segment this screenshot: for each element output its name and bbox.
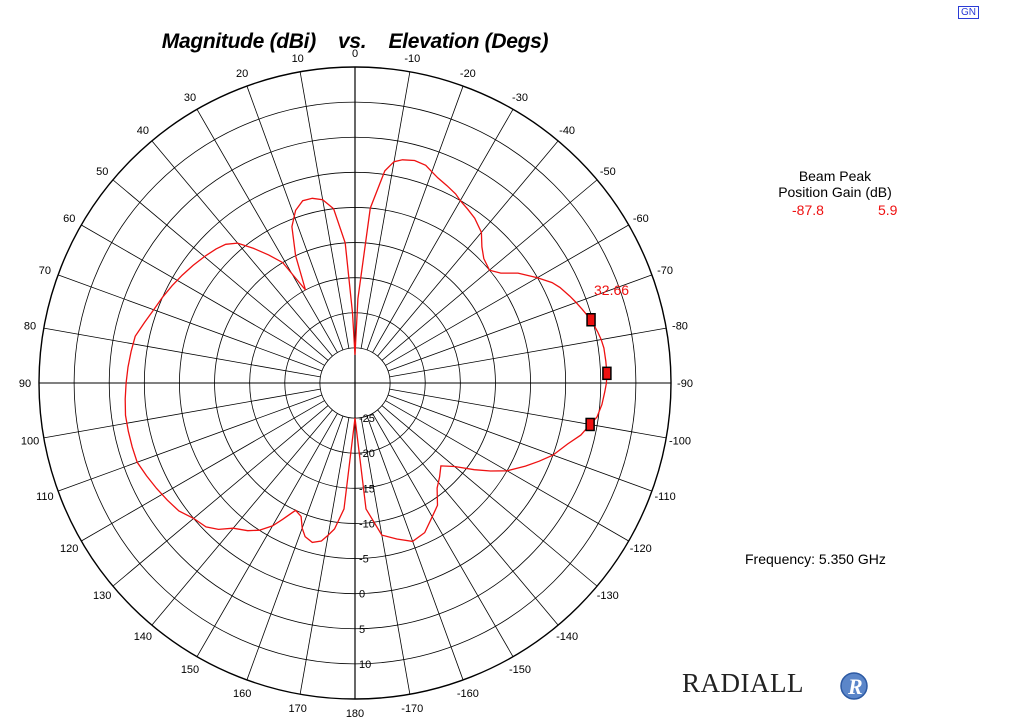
pattern-trace <box>124 159 608 544</box>
angle-tick-label: -30 <box>512 92 528 104</box>
angle-tick-label: -130 <box>597 590 619 602</box>
beam-peak-position: -87.8 <box>792 202 824 218</box>
grid-spoke <box>151 409 333 626</box>
angle-tick-label: -140 <box>556 631 578 643</box>
grid-spoke <box>366 85 464 351</box>
radial-tick-label: -5 <box>359 554 369 566</box>
chart-title: Magnitude (dBi) vs. Elevation (Degs) <box>161 30 549 53</box>
angle-tick-label: 20 <box>236 68 248 80</box>
grid-spoke <box>377 140 559 357</box>
angle-tick-label: 60 <box>63 213 75 225</box>
peak-annotation: 32.66 <box>594 282 629 298</box>
grid-spoke <box>57 274 323 372</box>
angle-labels: 0 -10-20-30-40-50-60-70-80-90-100-110-120… <box>19 48 693 719</box>
angle-tick-label: -40 <box>559 125 575 137</box>
grid-spoke <box>299 417 350 695</box>
beam-peak-heading: Beam Peak Position Gain (dB) <box>760 168 910 200</box>
angle-tick-label: 170 <box>289 703 307 715</box>
polar-chart: 0 -10-20-30-40-50-60-70-80-90-100-110-120… <box>19 48 693 719</box>
grid-spoke <box>196 413 338 657</box>
angle-tick-label: 160 <box>233 688 251 700</box>
beam-markers <box>585 313 612 432</box>
grid-spoke <box>385 224 629 366</box>
radiall-logo-mark: R <box>840 672 868 700</box>
radial-labels: -25 -20 -15 -10 -5 0 5 10 <box>359 413 375 671</box>
angle-tick-label: 80 <box>24 321 36 333</box>
grid-spoke <box>57 394 323 492</box>
angle-tick-label: 30 <box>184 92 196 104</box>
angle-tick-label: 110 <box>36 491 54 503</box>
angle-tick-label: 150 <box>181 664 199 676</box>
angle-tick-label: 90 <box>19 378 31 390</box>
angle-tick-label: -90 <box>677 378 693 390</box>
angle-tick-label: 100 <box>21 435 39 447</box>
grid-spoke <box>246 85 344 351</box>
beam-peak-heading-line1: Beam Peak <box>798 168 872 184</box>
grid-spoke <box>246 415 344 681</box>
angle-tick-label: 180 <box>346 708 364 719</box>
grid-spoke <box>112 405 329 587</box>
radial-tick-label: -20 <box>359 448 375 460</box>
angle-tick-label: -70 <box>657 265 673 277</box>
grid-spoke <box>387 274 653 372</box>
grid-spoke <box>377 409 559 626</box>
beam-peak-heading-line2: Position Gain (dB) <box>778 184 892 200</box>
angular-grid <box>39 67 671 699</box>
beam-peak-gain: 5.9 <box>878 202 898 218</box>
angle-tick-label: 40 <box>137 125 149 137</box>
grid-spoke <box>43 327 321 378</box>
frequency-readout: Frequency: 5.350 GHz <box>745 551 886 567</box>
radiall-logo: RADIALL <box>682 668 804 698</box>
grid-spoke <box>389 327 667 378</box>
grid-spoke <box>389 388 667 439</box>
angle-tick-label: -80 <box>672 321 688 333</box>
gn-badge: GN <box>958 6 979 19</box>
angle-tick-label: -170 <box>401 703 423 715</box>
radial-tick-label: -15 <box>359 483 375 495</box>
angle-tick-label: -120 <box>630 543 652 555</box>
grid-spoke <box>81 400 325 542</box>
radial-tick-label: -25 <box>359 413 375 425</box>
angle-tick-label: -50 <box>600 166 616 178</box>
grid-spoke <box>151 140 333 357</box>
angle-tick-label: -20 <box>460 68 476 80</box>
angle-tick-label: -110 <box>654 491 675 503</box>
angle-tick-label: -160 <box>457 688 479 700</box>
angle-tick-label: 70 <box>39 265 51 277</box>
angle-tick-label: 120 <box>60 543 78 555</box>
angle-tick-label: 50 <box>96 166 108 178</box>
radial-tick-label: 0 <box>359 589 365 601</box>
angle-tick-label: 10 <box>292 53 304 65</box>
angle-tick-label: 0 <box>352 48 358 60</box>
grid-spoke <box>372 413 514 657</box>
grid-spoke <box>366 415 464 681</box>
angle-tick-label: 130 <box>93 590 111 602</box>
angle-tick-label: -150 <box>509 664 531 676</box>
angle-tick-label: -10 <box>404 53 420 65</box>
grid-spoke <box>360 417 411 695</box>
radial-tick-label: 5 <box>359 624 365 636</box>
grid-spoke <box>112 179 329 361</box>
grid-spoke <box>299 71 350 349</box>
beam-marker <box>586 313 596 327</box>
angle-tick-label: -100 <box>669 435 691 447</box>
grid-spoke <box>387 394 653 492</box>
beam-marker <box>585 417 595 432</box>
grid-spoke <box>81 224 325 366</box>
grid-spoke <box>196 109 338 353</box>
radial-tick-label: -10 <box>359 518 375 530</box>
logo-mark-letter: R <box>847 674 863 699</box>
radial-tick-label: 10 <box>359 659 371 671</box>
angle-tick-label: -60 <box>633 213 649 225</box>
grid-spoke <box>43 388 321 439</box>
angle-tick-label: 140 <box>134 631 152 643</box>
beam-marker <box>602 366 612 381</box>
grid-spoke <box>381 405 598 587</box>
grid-spoke <box>372 109 514 353</box>
grid-spoke <box>360 71 411 349</box>
